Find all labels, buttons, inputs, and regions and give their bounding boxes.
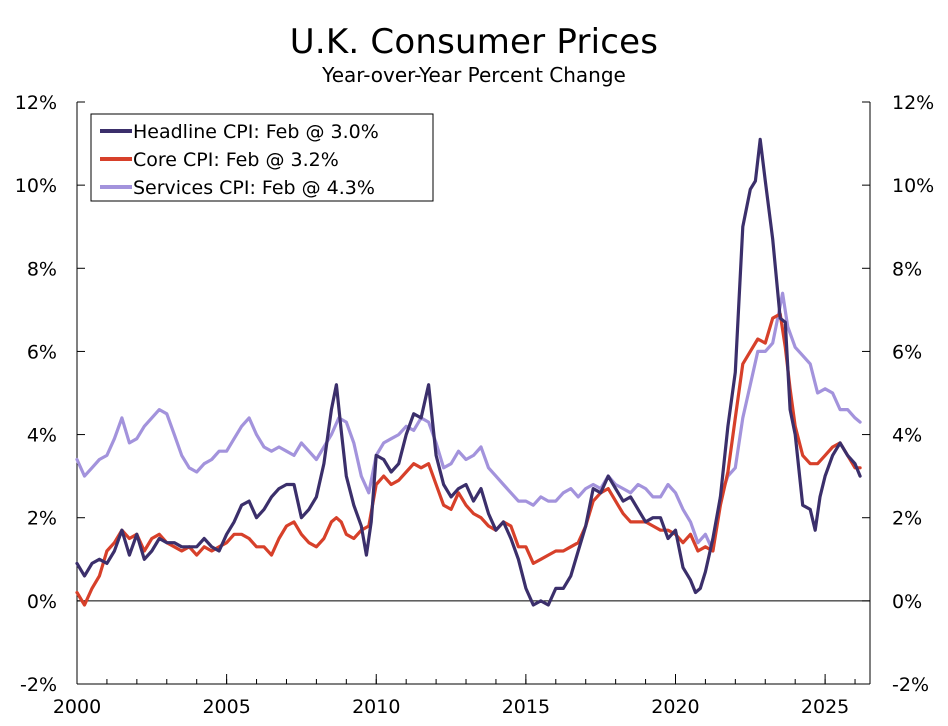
y-tick-label-right: 8% [892, 258, 922, 280]
x-tick-label: 2020 [651, 696, 699, 718]
y-tick-label-right: 10% [892, 175, 934, 197]
legend-label: Core CPI: Feb @ 3.2% [133, 149, 339, 171]
y-tick-label-left: 10% [15, 175, 57, 197]
chart-title: U.K. Consumer Prices [289, 22, 659, 62]
x-tick-label: 2000 [53, 696, 101, 718]
x-tick-label: 2010 [352, 696, 400, 718]
y-tick-label-left: 8% [27, 258, 57, 280]
series-line-2 [75, 291, 862, 553]
series-line-0 [75, 137, 862, 607]
y-tick-label-right: 0% [892, 591, 922, 613]
y-tick-label-left: 6% [27, 341, 57, 363]
legend-label: Services CPI: Feb @ 4.3% [133, 177, 375, 199]
x-tick-label: 2005 [202, 696, 250, 718]
y-tick-label-left: 12% [15, 92, 57, 114]
y-tick-label-left: -2% [20, 674, 57, 696]
series-line-1 [75, 312, 862, 607]
y-tick-label-left: 2% [27, 508, 57, 530]
chart-subtitle: Year-over-Year Percent Change [322, 63, 626, 87]
y-tick-label-right: 2% [892, 508, 922, 530]
y-tick-label-right: 4% [892, 425, 922, 447]
legend-box [90, 113, 434, 202]
y-tick-label-left: 4% [27, 425, 57, 447]
y-tick-label-left: 0% [27, 591, 57, 613]
x-tick-label: 2015 [502, 696, 550, 718]
y-tick-label-right: 12% [892, 92, 934, 114]
x-tick-label: 2025 [801, 696, 849, 718]
y-tick-label-right: 6% [892, 341, 922, 363]
y-tick-label-right: -2% [892, 674, 929, 696]
legend-label: Headline CPI: Feb @ 3.0% [133, 121, 379, 143]
